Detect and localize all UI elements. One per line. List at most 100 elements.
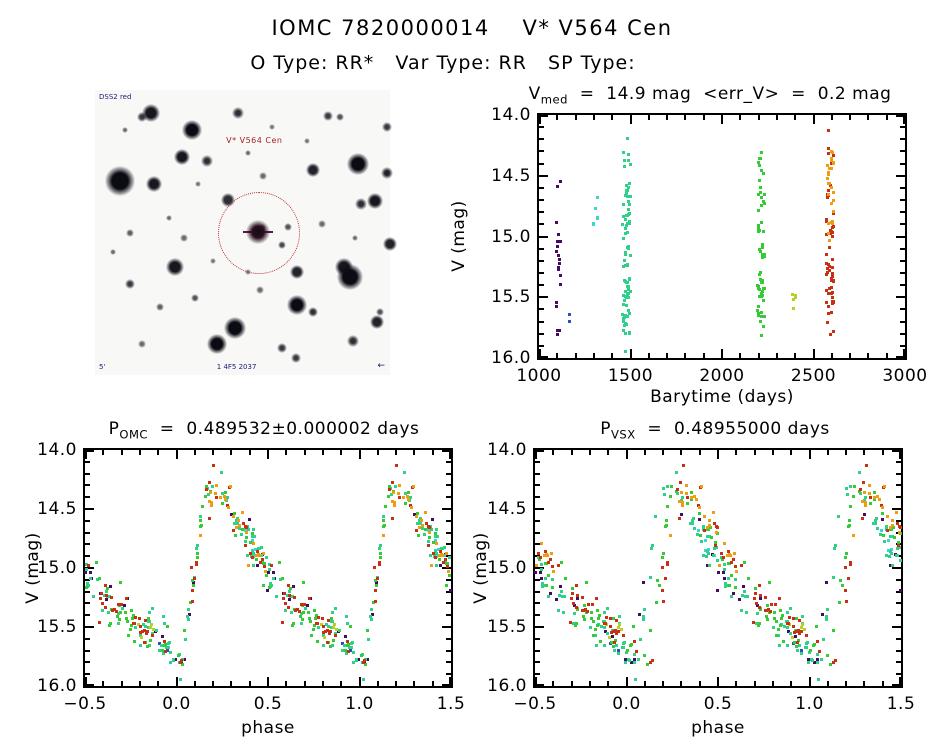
data-point: [797, 629, 800, 633]
data-point: [730, 594, 733, 598]
data-point: [761, 255, 764, 259]
data-point: [824, 615, 828, 619]
data-point: [444, 558, 447, 562]
data-point: [556, 265, 560, 269]
data-point: [715, 531, 719, 535]
data-point: [852, 494, 856, 498]
data-point: [831, 628, 835, 632]
y-tick-label: 14.5: [491, 165, 531, 186]
data-point: [447, 573, 451, 577]
data-point: [642, 608, 646, 612]
x-tick-label: 0.0: [612, 694, 641, 714]
data-point: [829, 277, 833, 281]
data-point: [603, 611, 607, 615]
data-point: [624, 218, 628, 222]
data-point: [268, 581, 272, 585]
data-point: [548, 558, 552, 562]
data-point: [786, 611, 790, 615]
star: [256, 285, 265, 294]
data-point: [761, 246, 765, 250]
data-point: [825, 266, 829, 270]
data-point: [830, 266, 834, 269]
data-point: [689, 495, 693, 499]
data-point: [240, 532, 244, 536]
axis-tick: [812, 349, 815, 358]
x-axis-label: Barytime (days): [650, 387, 794, 407]
data-point: [163, 643, 166, 647]
axis-tick: [303, 450, 306, 455]
data-point: [423, 528, 427, 532]
data-point: [187, 608, 191, 612]
data-point: [348, 648, 352, 652]
data-point: [190, 578, 194, 582]
data-point: [394, 463, 398, 467]
data-point: [367, 638, 370, 642]
data-point: [198, 534, 202, 538]
axis-tick: [662, 450, 665, 455]
data-point: [315, 614, 319, 618]
axis-tick: [85, 637, 90, 640]
data-point: [723, 563, 727, 566]
data-point: [321, 617, 325, 621]
x-tick-label: −0.5: [513, 694, 557, 714]
data-point: [688, 522, 692, 526]
data-point: [604, 621, 608, 625]
data-point: [861, 481, 865, 485]
data-point: [766, 607, 770, 611]
data-point: [205, 487, 209, 491]
data-point: [612, 617, 616, 620]
data-point: [381, 525, 385, 529]
axis-tick: [230, 450, 233, 455]
axis-tick: [85, 472, 90, 475]
x-tick-label: 1.0: [795, 694, 824, 714]
axis-tick: [845, 450, 848, 455]
data-point: [830, 166, 834, 170]
data-point: [641, 615, 645, 619]
star: [269, 124, 275, 131]
data-point: [757, 208, 761, 212]
data-point: [604, 623, 608, 627]
data-point: [624, 231, 628, 235]
data-point: [605, 606, 609, 610]
data-point: [237, 523, 241, 527]
data-point: [435, 554, 438, 558]
data-point: [624, 250, 628, 254]
data-point: [623, 660, 627, 664]
scale-mark: 5': [99, 363, 106, 371]
data-point: [573, 624, 577, 628]
data-point: [408, 496, 412, 500]
data-point: [207, 492, 211, 496]
star: [290, 265, 305, 280]
axis-tick: [808, 450, 811, 459]
data-point: [891, 523, 895, 527]
data-point: [403, 502, 407, 506]
data-point: [791, 306, 795, 310]
data-point: [608, 617, 612, 621]
data-point: [244, 536, 248, 540]
data-point: [207, 500, 211, 504]
data-point: [583, 607, 587, 611]
data-point: [882, 485, 886, 489]
data-point: [830, 275, 834, 279]
data-point: [291, 584, 295, 588]
data-point: [810, 659, 814, 663]
data-point: [732, 552, 736, 556]
data-point: [589, 611, 593, 615]
data-point: [198, 515, 202, 519]
data-point: [622, 278, 626, 282]
data-point: [437, 548, 441, 552]
data-point: [844, 588, 848, 592]
data-point: [825, 653, 829, 657]
data-point: [445, 552, 448, 556]
data-point: [105, 593, 109, 597]
data-point: [824, 253, 828, 257]
data-point: [625, 281, 629, 285]
data-point: [657, 584, 661, 588]
axis-tick: [881, 450, 884, 455]
axis-tick: [775, 353, 778, 358]
data-point: [547, 573, 551, 577]
data-point: [546, 561, 550, 564]
data-point: [244, 528, 248, 532]
data-point: [208, 491, 212, 494]
data-point: [381, 534, 385, 538]
